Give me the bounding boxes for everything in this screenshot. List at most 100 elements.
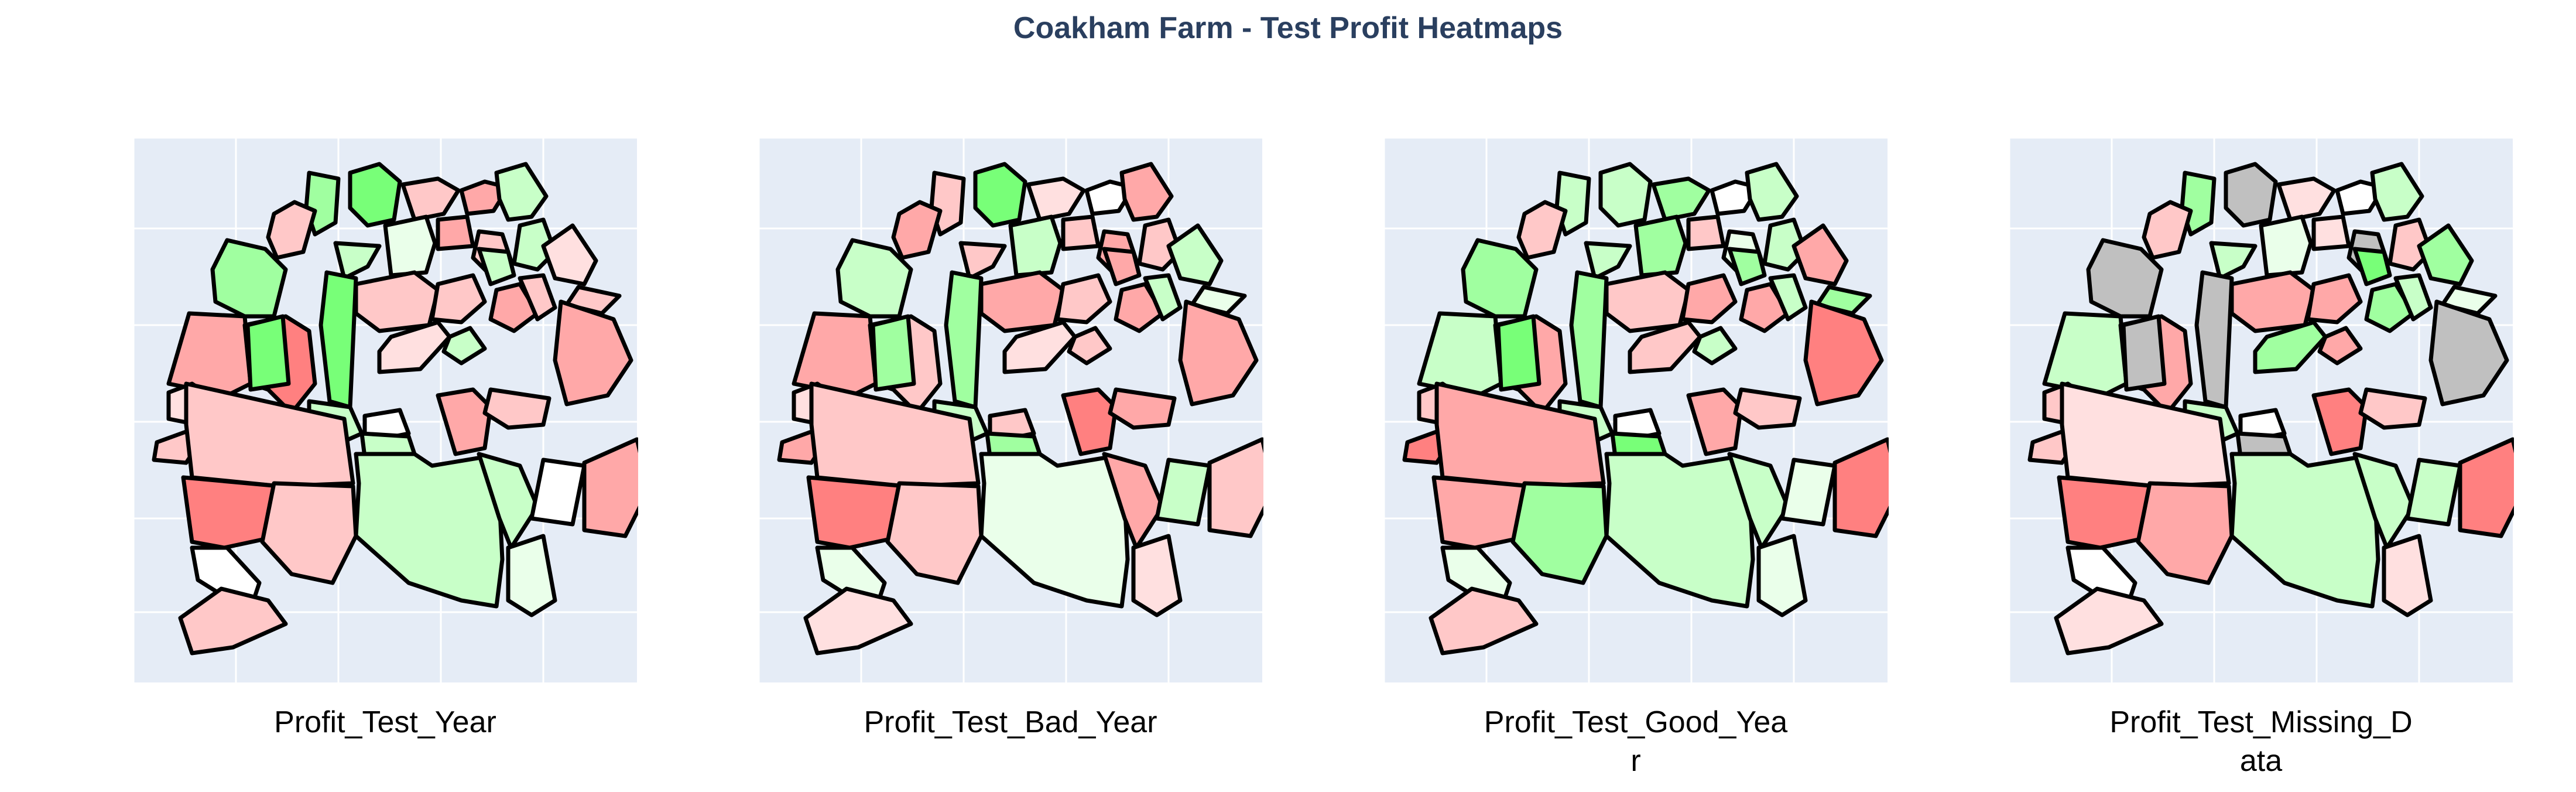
field-polygon[interactable] (792, 311, 878, 398)
field-polygon[interactable] (1178, 299, 1259, 407)
field-polygon[interactable] (2209, 241, 2258, 281)
field-polygon[interactable] (1143, 273, 1183, 322)
field-polygon[interactable] (2142, 200, 2193, 260)
field-polygon[interactable] (2086, 238, 2164, 319)
field-polygon[interactable] (383, 214, 437, 278)
field-polygon[interactable] (494, 162, 549, 222)
field-polygon[interactable] (1055, 273, 1112, 325)
field-polygon[interactable] (2428, 299, 2509, 407)
field-polygon[interactable] (333, 241, 382, 281)
field-polygon[interactable] (1791, 223, 1849, 286)
field-polygon[interactable] (354, 270, 440, 333)
field-polygon[interactable] (1832, 437, 1899, 538)
field-polygon[interactable] (2387, 217, 2433, 272)
field-polygon[interactable] (1061, 214, 1101, 251)
field-polygon[interactable] (803, 586, 913, 656)
field-polygon[interactable] (944, 270, 984, 409)
field-polygon[interactable] (871, 314, 916, 392)
field-polygon[interactable] (2352, 452, 2416, 550)
field-polygon[interactable] (1692, 326, 1738, 366)
field-polygon[interactable] (973, 162, 1027, 228)
field-polygon[interactable] (1651, 176, 1711, 222)
field-polygon[interactable] (1431, 475, 1533, 550)
field-polygon[interactable] (436, 214, 475, 251)
field-polygon[interactable] (1131, 534, 1183, 617)
field-polygon[interactable] (2057, 475, 2158, 550)
field-polygon[interactable] (166, 311, 253, 398)
field-polygon[interactable] (1102, 452, 1165, 550)
field-polygon[interactable] (2311, 214, 2351, 251)
field-polygon[interactable] (1584, 241, 1632, 281)
field-polygon[interactable] (266, 200, 317, 260)
field-polygon[interactable] (518, 273, 557, 322)
field-polygon[interactable] (1108, 387, 1177, 430)
field-polygon[interactable] (553, 299, 633, 407)
field-polygon[interactable] (1745, 162, 1799, 222)
field-polygon[interactable] (2370, 162, 2424, 222)
field-polygon[interactable] (2352, 247, 2392, 286)
field-polygon[interactable] (1510, 481, 1609, 585)
field-polygon[interactable] (2358, 387, 2427, 430)
field-polygon[interactable] (958, 241, 1007, 281)
field-polygon[interactable] (1166, 223, 1224, 286)
field-polygon[interactable] (1762, 217, 1808, 272)
field-polygon[interactable] (506, 534, 557, 617)
field-polygon[interactable] (1119, 162, 1174, 222)
field-polygon[interactable] (1496, 314, 1542, 392)
field-polygon[interactable] (806, 475, 907, 550)
field-polygon[interactable] (2306, 273, 2363, 325)
field-polygon[interactable] (529, 458, 587, 527)
field-polygon[interactable] (885, 481, 984, 585)
field-polygon[interactable] (1727, 452, 1790, 550)
field-polygon[interactable] (979, 270, 1066, 333)
field-polygon[interactable] (2393, 273, 2433, 322)
field-polygon[interactable] (2229, 270, 2316, 333)
field-polygon[interactable] (835, 238, 913, 319)
field-polygon[interactable] (1137, 217, 1183, 272)
field-polygon[interactable] (245, 314, 291, 392)
field-polygon[interactable] (2224, 162, 2278, 228)
field-polygon[interactable] (1516, 200, 1568, 260)
field-polygon[interactable] (2121, 314, 2167, 392)
field-polygon[interactable] (1102, 247, 1142, 286)
field-polygon[interactable] (348, 162, 402, 228)
field-polygon[interactable] (1207, 437, 1274, 538)
field-polygon[interactable] (1686, 214, 1726, 251)
field-polygon[interactable] (1008, 214, 1063, 278)
field-polygon[interactable] (2405, 458, 2462, 527)
field-polygon[interactable] (2458, 437, 2524, 538)
field-polygon[interactable] (430, 273, 487, 325)
field-polygon[interactable] (2382, 534, 2433, 617)
field-polygon[interactable] (1727, 247, 1767, 286)
field-polygon[interactable] (477, 452, 540, 550)
field-polygon[interactable] (482, 387, 551, 430)
field-polygon[interactable] (1686, 387, 1743, 456)
field-polygon[interactable] (1598, 162, 1653, 228)
field-polygon[interactable] (979, 452, 1130, 609)
field-polygon[interactable] (1604, 452, 1755, 609)
field-polygon[interactable] (891, 200, 943, 260)
field-polygon[interactable] (1633, 214, 1688, 278)
field-polygon[interactable] (1733, 387, 1802, 430)
field-polygon[interactable] (477, 247, 516, 286)
field-polygon[interactable] (1768, 273, 1808, 322)
field-polygon[interactable] (1569, 270, 1609, 409)
field-polygon[interactable] (2042, 311, 2129, 398)
field-polygon[interactable] (2276, 176, 2337, 222)
field-polygon[interactable] (2253, 320, 2328, 374)
field-polygon[interactable] (1628, 320, 1703, 374)
field-polygon[interactable] (1780, 458, 1837, 527)
field-polygon[interactable] (2417, 223, 2474, 286)
field-polygon[interactable] (512, 217, 557, 272)
field-polygon[interactable] (2194, 270, 2234, 409)
field-polygon[interactable] (541, 223, 598, 286)
field-polygon[interactable] (1155, 458, 1212, 527)
field-polygon[interactable] (178, 586, 288, 656)
field-polygon[interactable] (318, 270, 358, 409)
field-polygon[interactable] (1429, 586, 1539, 656)
field-polygon[interactable] (441, 326, 487, 366)
field-polygon[interactable] (2054, 586, 2164, 656)
field-polygon[interactable] (1002, 320, 1077, 374)
field-polygon[interactable] (1803, 299, 1884, 407)
field-polygon[interactable] (1026, 176, 1086, 222)
